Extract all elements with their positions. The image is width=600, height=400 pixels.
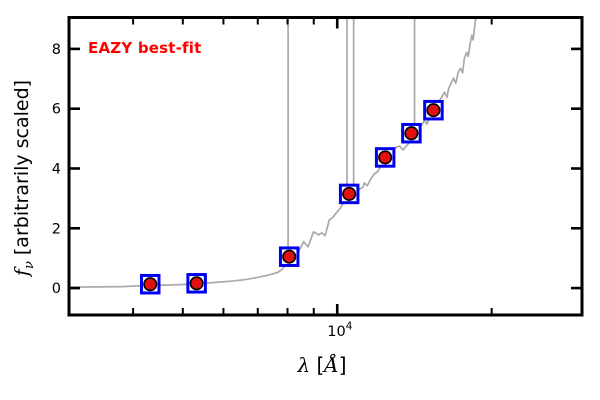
flux-symbol-subscript: ν bbox=[21, 261, 37, 270]
photometry-point bbox=[282, 249, 297, 264]
lambda-symbol: λ bbox=[297, 353, 311, 377]
x-tick-label: 104 bbox=[327, 321, 352, 341]
y-tick-label: 8 bbox=[52, 42, 61, 58]
bestfit-annotation: EAZY best-fit bbox=[88, 39, 202, 57]
plot-frame bbox=[67, 16, 584, 317]
photometry-point bbox=[426, 103, 441, 118]
y-tick-label: 4 bbox=[52, 161, 61, 177]
model-spectrum-line bbox=[70, 19, 477, 289]
bestfit-annotation-text: EAZY best-fit bbox=[88, 39, 202, 57]
y-axis-label: fν [arbitrarily scaled] bbox=[11, 80, 37, 276]
x-axis-label: λ [Å] bbox=[297, 353, 346, 377]
y-tick-label: 2 bbox=[52, 221, 61, 237]
y-tick-label: 6 bbox=[52, 102, 61, 118]
photometry-point bbox=[143, 277, 158, 292]
photometry-point bbox=[342, 186, 357, 201]
photometry-point bbox=[378, 150, 393, 165]
photometry-point bbox=[189, 276, 204, 291]
photometry-point bbox=[404, 126, 419, 141]
angstrom-symbol: Å bbox=[324, 353, 339, 377]
y-axis-unit-text: [arbitrarily scaled] bbox=[11, 79, 34, 262]
x-axis-unit-close: ] bbox=[338, 353, 347, 377]
x-axis-unit-open: [ bbox=[310, 353, 325, 377]
flux-symbol: f bbox=[11, 269, 34, 277]
y-tick-label: 0 bbox=[52, 281, 61, 297]
